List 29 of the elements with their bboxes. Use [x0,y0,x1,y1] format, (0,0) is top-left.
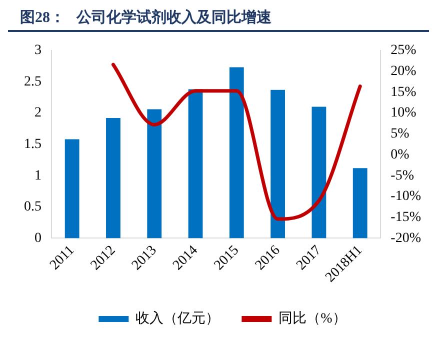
y-tick-label: 1 [34,168,42,184]
y2-tick-label: -15% [390,210,422,226]
bar [106,118,120,238]
y2-tick-label: 5% [390,126,410,142]
bar [352,168,368,238]
y2-tick-label: -10% [390,189,422,204]
y-tick-label: 1.5 [24,136,42,152]
y-tick-label: 0 [34,230,42,246]
y2-tick-label: -20% [390,230,422,246]
bar [188,89,203,238]
legend-label: 同比（%） [278,310,346,327]
line-series [111,62,362,221]
chart-title: 图28： 公司化学试剂收入及同比增速 [8,0,429,32]
y2-tick-label: 0% [390,147,410,162]
bar [229,67,244,238]
y-tick-label: 2 [34,106,42,121]
bar [270,90,286,238]
bar [312,106,326,238]
bar [64,139,80,238]
legend-label: 收入（亿元） [136,310,220,327]
y2-tick-label: -5% [390,168,414,184]
y-tick-label: 0.5 [24,200,42,215]
y-tick-label: 2.5 [24,74,42,90]
y2-tick-label: 10% [390,106,417,121]
y-tick-label: 3 [34,43,42,58]
y2-tick-label: 25% [390,43,417,58]
y2-tick-label: 20% [390,64,417,79]
y2-tick-label: 15% [390,84,417,100]
bar [147,109,162,238]
